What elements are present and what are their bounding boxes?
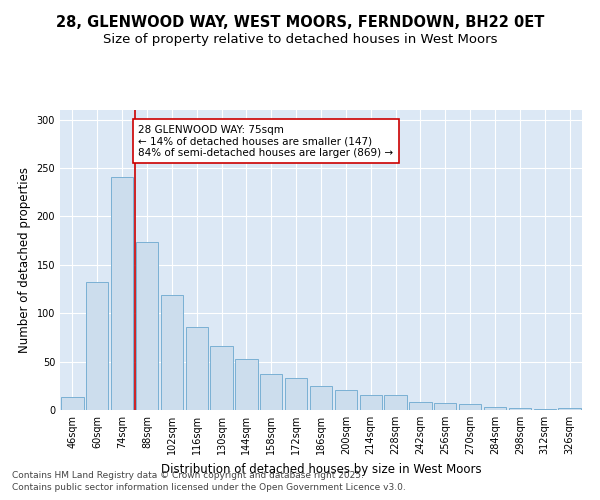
X-axis label: Distribution of detached houses by size in West Moors: Distribution of detached houses by size … xyxy=(161,462,481,475)
Bar xyxy=(434,403,457,410)
Text: Contains HM Land Registry data © Crown copyright and database right 2025.: Contains HM Land Registry data © Crown c… xyxy=(12,471,364,480)
Bar xyxy=(459,404,481,410)
Bar xyxy=(260,374,283,410)
Bar xyxy=(211,346,233,410)
Bar xyxy=(359,394,382,410)
Bar xyxy=(509,408,531,410)
Bar xyxy=(61,398,83,410)
Text: Contains public sector information licensed under the Open Government Licence v3: Contains public sector information licen… xyxy=(12,484,406,492)
Text: Size of property relative to detached houses in West Moors: Size of property relative to detached ho… xyxy=(103,32,497,46)
Bar xyxy=(385,396,407,410)
Bar xyxy=(409,402,431,410)
Text: 28 GLENWOOD WAY: 75sqm
← 14% of detached houses are smaller (147)
84% of semi-de: 28 GLENWOOD WAY: 75sqm ← 14% of detached… xyxy=(139,124,394,158)
Bar xyxy=(235,358,257,410)
Text: 28, GLENWOOD WAY, WEST MOORS, FERNDOWN, BH22 0ET: 28, GLENWOOD WAY, WEST MOORS, FERNDOWN, … xyxy=(56,15,544,30)
Bar xyxy=(285,378,307,410)
Bar xyxy=(136,242,158,410)
Bar xyxy=(111,177,133,410)
Y-axis label: Number of detached properties: Number of detached properties xyxy=(18,167,31,353)
Bar xyxy=(161,295,183,410)
Bar xyxy=(533,409,556,410)
Bar xyxy=(185,327,208,410)
Bar xyxy=(335,390,357,410)
Bar xyxy=(310,386,332,410)
Bar xyxy=(559,408,581,410)
Bar xyxy=(484,407,506,410)
Bar xyxy=(86,282,109,410)
